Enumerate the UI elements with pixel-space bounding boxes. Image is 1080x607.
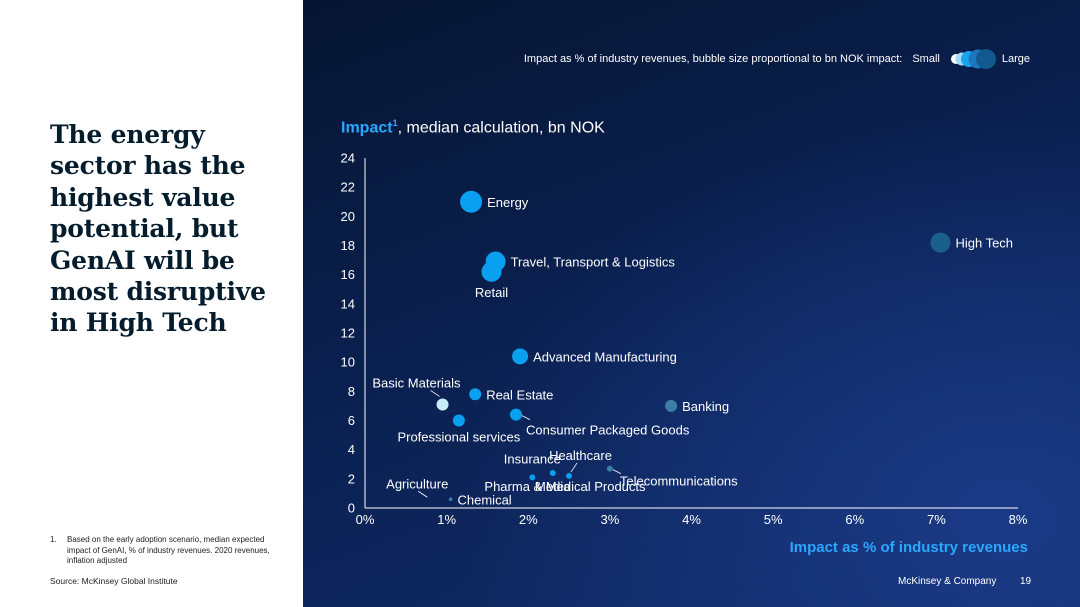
bubble [512, 348, 529, 365]
footnote: 1. Based on the early adoption scenario,… [50, 535, 280, 567]
y-axis-title: Impact1, median calculation, bn NOK [341, 118, 605, 137]
y-tick-label: 4 [348, 442, 355, 457]
bubble [460, 190, 483, 213]
bubble-label: Real Estate [486, 387, 553, 402]
y-tick-label: 6 [348, 413, 355, 428]
y-tick-label: 2 [348, 471, 355, 486]
left-panel: The energy sector has the highest value … [0, 0, 303, 607]
bubble-label: Basic Materials [372, 375, 461, 390]
bubble [436, 398, 449, 411]
bubble-label: Professional services [397, 430, 520, 445]
bubble [469, 388, 482, 401]
bubble [481, 261, 502, 282]
bubble-label: Retail [475, 285, 508, 300]
y-tick-label: 14 [341, 296, 355, 311]
leader-line [521, 415, 531, 421]
x-tick-label: 3% [600, 512, 619, 527]
chart-panel: Impact as % of industry revenues, bubble… [303, 0, 1080, 607]
y-tick-label: 22 [341, 180, 355, 195]
bubble [549, 470, 556, 476]
y-title-accent: Impact [341, 119, 393, 137]
x-tick-label: 6% [845, 512, 864, 527]
bubble-label: Chemical [458, 492, 512, 507]
bubble-label: Agriculture [386, 476, 448, 491]
y-tick-label: 18 [341, 238, 355, 253]
footnote-number: 1. [50, 535, 57, 544]
y-tick-label: 0 [348, 501, 355, 516]
x-tick-label: 8% [1009, 512, 1028, 527]
bubble-label: Energy [487, 195, 529, 210]
x-tick-label: 7% [927, 512, 946, 527]
x-tick-label: 4% [682, 512, 701, 527]
y-tick-label: 8 [348, 384, 355, 399]
y-tick-label: 20 [341, 209, 355, 224]
x-tick-label: 0% [356, 512, 375, 527]
y-title-rest: , median calculation, bn NOK [397, 119, 605, 137]
brand-name: McKinsey & Company [898, 576, 997, 587]
legend-small-label: Small [912, 53, 940, 65]
y-tick-label: 16 [341, 267, 355, 282]
bubble-label: Advanced Manufacturing [533, 349, 677, 364]
bubble-label: High Tech [955, 236, 1013, 251]
x-axis-title: Impact as % of industry revenues [789, 539, 1028, 556]
bubble [529, 474, 536, 481]
bubble [448, 497, 453, 502]
bubble [452, 414, 465, 427]
leader-line [430, 390, 440, 397]
leader-line [612, 469, 622, 474]
bubble [566, 472, 573, 479]
y-tick-label: 12 [341, 326, 355, 341]
legend-caption: Impact as % of industry revenues, bubble… [523, 53, 903, 65]
bubbles [436, 190, 951, 502]
x-tick-label: 5% [764, 512, 783, 527]
bubble-label: Telecommunications [620, 474, 738, 489]
leader-line [570, 462, 578, 473]
bubble [510, 408, 523, 421]
headline: The energy sector has the highest value … [50, 120, 266, 338]
x-tick-labels: 0% 1% 2% 3% 4% 5% 6% 7% 8% [356, 512, 1028, 527]
leader-lines [418, 390, 622, 498]
size-legend: Impact as % of industry revenues, bubble… [524, 48, 1030, 70]
source-note: Source: McKinsey Global Institute [50, 576, 178, 586]
bubble-label: Insurance [504, 451, 561, 466]
bubble-labels: Energy High Tech Travel, Transport & Logis… [372, 195, 1013, 508]
page-number: 19 [1020, 576, 1032, 587]
leader-line [418, 490, 428, 498]
bubble [930, 232, 951, 253]
bubble [606, 465, 613, 472]
x-tick-label: 1% [437, 512, 456, 527]
y-title-footnote-mark: 1 [392, 118, 398, 128]
bubble-label: Pharma & Medical Products [484, 479, 646, 494]
bubble-label: Travel, Transport & Logistics [511, 255, 676, 270]
legend-bubbles-icon [950, 49, 996, 69]
footnote-text: Based on the early adoption scenario, me… [67, 535, 270, 565]
bubble-label: Healthcare [549, 448, 612, 463]
bubble-label: Consumer Packaged Goods [526, 423, 690, 438]
bubble-label: Banking [682, 399, 729, 414]
y-tick-label: 24 [341, 151, 355, 166]
bubble-label: Media [535, 479, 571, 494]
x-tick-label: 2% [519, 512, 538, 527]
y-tick-label: 10 [341, 355, 355, 370]
bubble [665, 399, 678, 412]
legend-large-label: Large [1001, 53, 1030, 65]
